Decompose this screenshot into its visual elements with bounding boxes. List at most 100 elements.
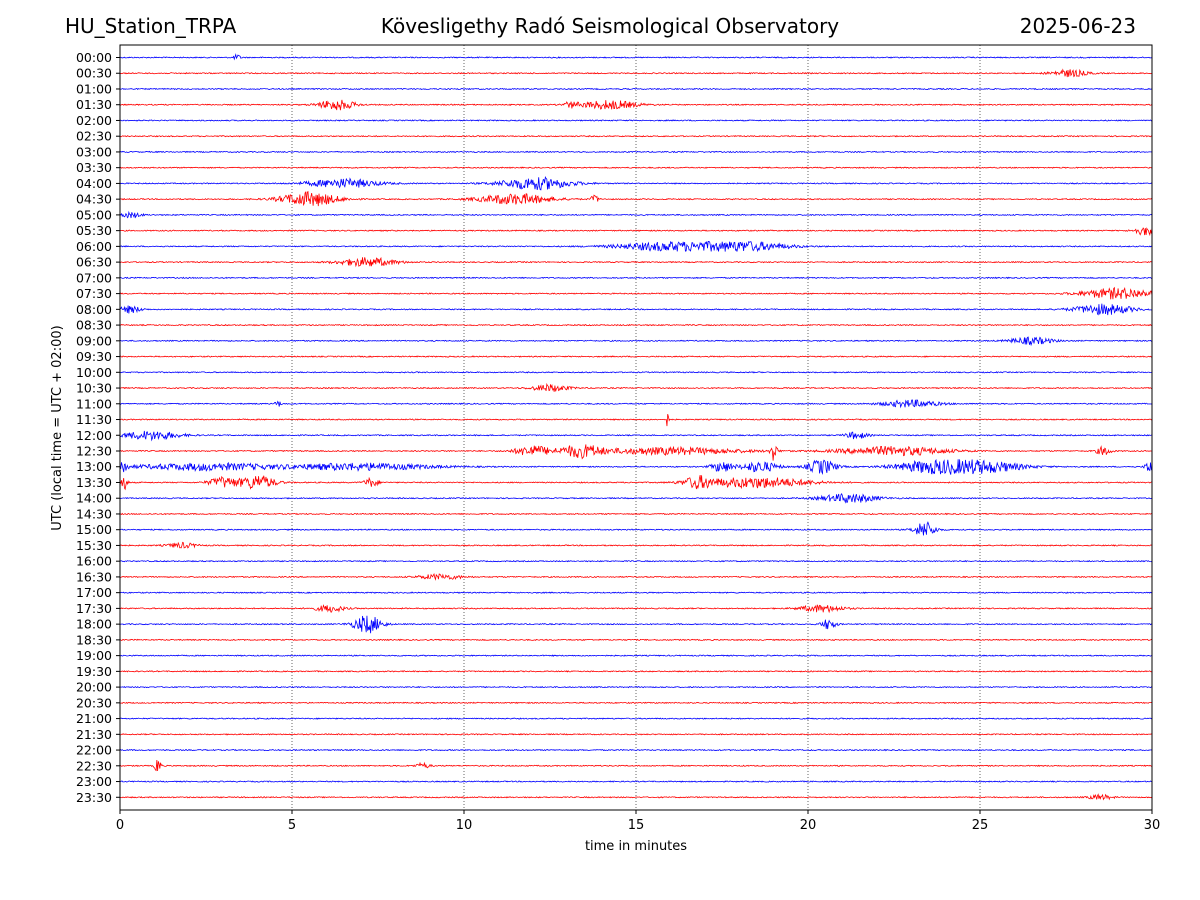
trace-line [119,638,1153,642]
trace-line [119,276,1153,280]
trace-line [119,474,1153,491]
trace-line [119,759,1153,772]
x-tick-label: 15 [628,818,645,833]
y-tick-label: 20:30 [76,695,112,710]
y-tick-label: 08:00 [76,302,112,317]
trace-line [119,240,1153,253]
y-tick-label: 20:00 [76,680,112,695]
trace-line [119,701,1153,705]
trace-line [119,227,1153,237]
y-tick-label: 00:30 [76,66,112,81]
trace-line [119,654,1153,657]
y-tick-label: 05:30 [76,223,112,238]
y-tick-label: 18:00 [76,617,112,632]
y-tick-label: 08:30 [76,318,112,333]
y-axis-ticks: 00:0000:3001:0001:3002:0002:3003:0003:30… [76,50,120,805]
trace-line [119,604,1153,614]
trace-line [119,190,1153,207]
trace-line [119,717,1153,720]
x-tick-label: 30 [1144,818,1161,833]
y-tick-label: 23:00 [76,774,112,789]
y-tick-label: 12:30 [76,444,112,459]
trace-line [119,793,1153,801]
x-tick-label: 5 [288,818,296,833]
trace-line [119,414,1153,427]
y-tick-label: 19:00 [76,648,112,663]
trace-line [119,87,1153,91]
y-tick-label: 02:00 [76,113,112,128]
y-tick-label: 09:30 [76,349,112,364]
y-tick-label: 01:00 [76,81,112,96]
x-tick-label: 0 [116,818,124,833]
trace-line [119,670,1153,673]
trace-line [119,150,1153,154]
y-tick-label: 11:30 [76,412,112,427]
trace-line [119,521,1153,536]
seismic-traces [119,53,1153,801]
y-tick-label: 16:00 [76,554,112,569]
trace-line [119,119,1153,122]
trace-line [119,748,1153,752]
y-tick-label: 17:00 [76,585,112,600]
y-tick-label: 10:30 [76,381,112,396]
trace-line [119,382,1153,392]
trace-line [119,733,1153,736]
y-tick-label: 16:30 [76,569,112,584]
trace-line [119,685,1153,689]
y-tick-label: 01:30 [76,97,112,112]
y-tick-label: 00:00 [76,50,112,65]
x-tick-label: 20 [800,818,817,833]
trace-line [119,99,1153,111]
y-tick-label: 07:00 [76,270,112,285]
y-tick-label: 23:30 [76,790,112,805]
y-tick-label: 17:30 [76,601,112,616]
trace-line [119,210,1153,219]
trace-line [119,256,1153,268]
y-tick-label: 09:00 [76,333,112,348]
trace-line [119,512,1153,516]
y-tick-label: 12:00 [76,428,112,443]
trace-line [119,444,1153,461]
chart-date: 2025-06-23 [1019,14,1136,38]
y-tick-label: 15:00 [76,522,112,537]
trace-line [119,780,1153,783]
y-tick-label: 14:30 [76,506,112,521]
trace-line [119,166,1153,169]
y-tick-label: 06:00 [76,239,112,254]
trace-line [119,53,1152,61]
y-tick-label: 21:30 [76,727,112,742]
trace-line [119,355,1153,358]
y-tick-label: 04:00 [76,176,112,191]
trace-line [119,175,1153,191]
trace-line [119,458,1153,476]
trace-line [119,323,1153,327]
y-tick-label: 03:00 [76,144,112,159]
y-tick-label: 02:30 [76,129,112,144]
y-axis-label: UTC (local time = UTC + 02:00) [50,325,65,530]
trace-line [119,591,1153,594]
trace-line [119,336,1153,347]
trace-line [119,430,1153,442]
x-tick-label: 25 [972,818,989,833]
y-tick-label: 19:30 [76,664,112,679]
trace-line [119,493,1153,504]
trace-line [119,559,1153,563]
y-tick-label: 04:30 [76,192,112,207]
trace-line [119,615,1153,634]
trace-line [119,134,1153,138]
y-tick-label: 11:00 [76,396,112,411]
x-tick-label: 10 [456,818,473,833]
y-tick-label: 03:30 [76,160,112,175]
trace-line [120,572,1153,581]
trace-line [119,541,1153,549]
x-axis-label: time in minutes [585,839,687,854]
chart-title: Kövesligethy Radó Seismological Observat… [380,14,840,38]
y-tick-label: 22:00 [76,743,112,758]
trace-line [119,399,1153,409]
y-tick-label: 13:30 [76,475,112,490]
y-tick-label: 05:00 [76,207,112,222]
grid-lines [291,45,981,810]
trace-line [119,68,1153,78]
y-tick-label: 14:00 [76,491,112,506]
